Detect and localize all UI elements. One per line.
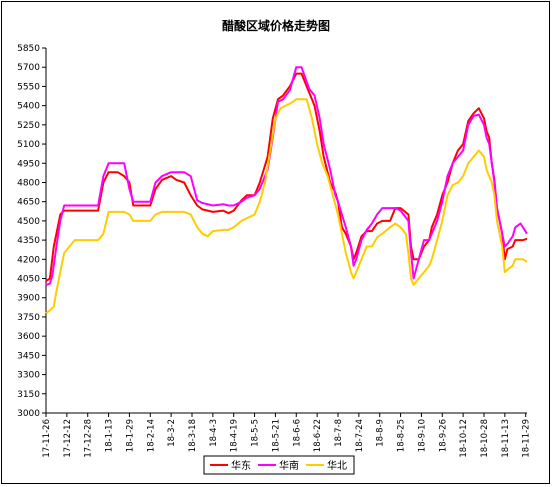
x-tick-label: 18-2-14 [146,419,156,452]
y-tick-label: 3900 [17,294,40,304]
y-tick-label: 5100 [17,140,40,150]
x-tick-label: 18-4-3 [209,419,219,447]
x-tick-label: 17-12-12 [63,419,73,458]
legend-label: 华北 [327,459,347,472]
y-tick-label: 4950 [17,159,40,169]
y-tick-label: 4050 [17,275,40,285]
y-tick-label: 3150 [17,390,40,400]
x-tick-label: 18-7-24 [355,419,365,452]
y-tick-label: 3000 [17,409,40,419]
x-tick-label: 18-11-13 [501,419,511,458]
x-tick-label: 18-9-10 [417,419,427,452]
x-axis: 17-11-26 17-12-12 17-12-28 18-1-13 18-1-29 18… [42,412,532,458]
x-tick-label: 18-8-9 [376,419,386,447]
y-tick-label: 4800 [17,178,40,188]
y-tick-label: 4350 [17,236,40,246]
series-line-0 [45,72,528,282]
x-tick-label: 18-6-6 [292,419,302,447]
y-tick-label: 5700 [17,63,40,73]
x-tick-label: 18-3-2 [167,419,177,447]
x-tick-label: 18-1-13 [105,419,115,452]
x-tick-label: 18-5-5 [251,419,261,447]
y-axis: 3000 3150 3300 3450 3600 3750 3900 4050 4200 4350… [17,44,47,419]
x-tick-label: 18-6-22 [313,419,323,452]
y-tick-label: 3600 [17,332,40,342]
x-tick-label: 18-3-18 [188,419,198,452]
x-tick-label: 18-8-25 [397,419,407,452]
chart-title: 醋酸区域价格走势图 [222,18,330,33]
y-tick-label: 5850 [17,44,40,54]
x-tick-label: 17-11-26 [42,419,52,458]
y-tick-label: 3300 [17,371,40,381]
x-tick-label: 18-4-19 [230,419,240,452]
y-tick-label: 3450 [17,351,40,361]
legend: 华东 华南 华北 [203,455,355,475]
legend-box [203,455,355,475]
y-tick-label: 5400 [17,102,40,112]
series-line-1 [45,66,528,286]
legend-label: 华东 [231,459,251,472]
y-tick-label: 4200 [17,255,40,265]
y-tick-label: 3750 [17,313,40,323]
x-tick-label: 18-9-26 [438,419,448,452]
x-tick-label: 18-5-21 [271,419,281,452]
y-tick-label: 5250 [17,121,40,131]
y-tick-label: 5550 [17,82,40,92]
y-tick-label: 4500 [17,217,40,227]
x-tick-label: 18-7-8 [334,419,344,447]
x-tick-label: 18-11-29 [522,419,532,458]
y-tick-label: 4650 [17,198,40,208]
x-tick-label: 18-10-12 [459,419,469,458]
x-tick-label: 17-12-28 [84,419,94,458]
x-tick-label: 18-1-29 [125,419,135,452]
series-layer [45,66,528,314]
series-line-2 [45,98,528,314]
legend-label: 华南 [279,459,299,472]
x-tick-label: 18-10-28 [480,419,490,458]
